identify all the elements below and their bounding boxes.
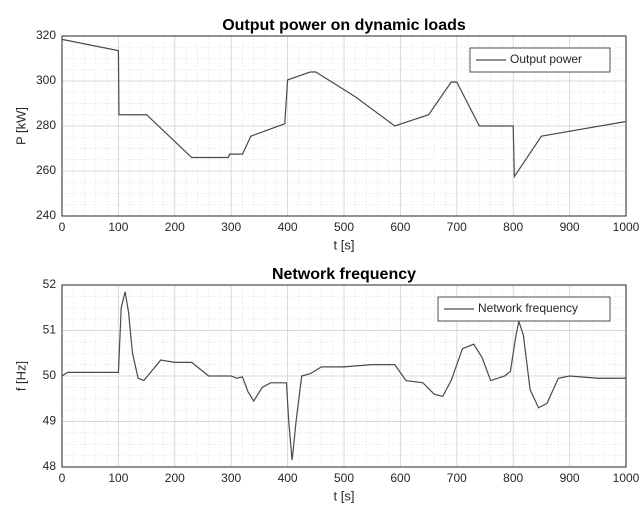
x-tick-label: 0 — [59, 471, 66, 485]
data-line — [61, 38, 627, 179]
x-tick-label: 1000 — [613, 220, 640, 234]
x-tick-label: 600 — [390, 220, 410, 234]
data-line — [61, 291, 626, 461]
x-tick-label: 0 — [59, 220, 66, 234]
axes-box — [61, 35, 627, 217]
x-tick-label: 200 — [165, 220, 185, 234]
x-tick-label: 700 — [447, 471, 467, 485]
x-tick-label: 600 — [390, 471, 410, 485]
x-tick-label: 700 — [447, 220, 467, 234]
y-tick-label: 50 — [43, 368, 57, 382]
x-axis-label: t [s] — [334, 237, 355, 252]
x-tick-label: 800 — [503, 471, 523, 485]
legend-label: Network frequency — [478, 301, 578, 315]
y-tick-label: 52 — [43, 277, 57, 291]
x-tick-label: 400 — [278, 471, 298, 485]
chart-title: Output power on dynamic loads — [222, 17, 466, 34]
x-tick-label: 300 — [221, 471, 241, 485]
y-tick-label: 51 — [43, 323, 57, 337]
legend-label: Output power — [510, 52, 582, 66]
x-tick-label: 200 — [165, 471, 185, 485]
x-tick-label: 500 — [334, 471, 354, 485]
x-tick-label: 900 — [560, 471, 580, 485]
y-tick-label: 260 — [36, 163, 56, 177]
x-tick-label: 300 — [221, 220, 241, 234]
x-tick-label: 100 — [108, 220, 128, 234]
legend: Network frequency — [437, 296, 611, 322]
y-tick-label: 240 — [36, 208, 56, 222]
legend: Output power — [469, 47, 611, 73]
x-tick-label: 800 — [503, 220, 523, 234]
x-tick-label: 500 — [334, 220, 354, 234]
x-tick-label: 900 — [560, 220, 580, 234]
y-tick-label: 48 — [43, 459, 57, 473]
y-axis-label: P [kW] — [13, 107, 28, 145]
y-tick-label: 280 — [36, 118, 56, 132]
y-tick-label: 49 — [43, 414, 57, 428]
y-tick-label: 320 — [36, 28, 56, 42]
x-axis-label: t [s] — [334, 488, 355, 503]
chart-title: Network frequency — [272, 266, 416, 283]
x-tick-label: 400 — [278, 220, 298, 234]
x-tick-label: 1000 — [613, 471, 640, 485]
y-tick-label: 300 — [36, 73, 56, 87]
x-tick-label: 100 — [108, 471, 128, 485]
y-axis-label: f [Hz] — [13, 361, 28, 391]
